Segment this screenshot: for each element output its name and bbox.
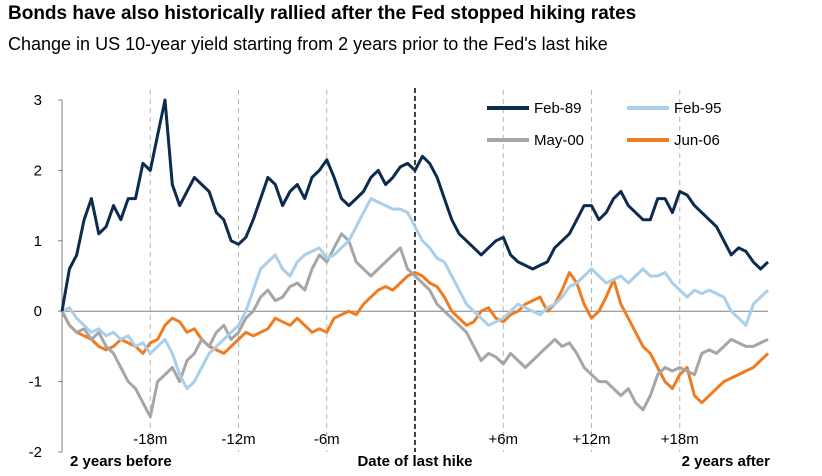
series-line-feb-89	[60, 98, 770, 312]
legend-label: May-00	[534, 132, 584, 149]
y-tick-label: 2	[34, 162, 42, 179]
chart-title: Bonds have also historically rallied aft…	[8, 3, 637, 24]
x-tick-label: +6m	[488, 431, 518, 448]
y-tick-label: 1	[34, 233, 42, 250]
series-layer	[60, 98, 770, 419]
x-tick-label: +12m	[573, 431, 611, 448]
x-period-label: 2 years before	[70, 453, 172, 470]
x-tick-label: -6m	[314, 431, 340, 448]
x-tick-label: -18m	[133, 431, 167, 448]
y-tick-label: -2	[29, 444, 42, 461]
legend-label: Jun-06	[674, 132, 720, 149]
legend-label: Feb-95	[674, 100, 722, 117]
grid-layer	[149, 88, 681, 452]
series-line-jun-06	[60, 271, 770, 405]
y-tick-label: 3	[34, 92, 42, 109]
series-line-feb-95	[61, 197, 770, 391]
series-line-may-00	[60, 232, 769, 419]
x-tick-label: +18m	[661, 431, 699, 448]
x-tick-label: -12m	[221, 431, 255, 448]
y-tick-label: 0	[34, 303, 42, 320]
x-period-label: 2 years after	[682, 453, 771, 470]
legend-label: Feb-89	[534, 100, 582, 117]
x-period-label: Date of last hike	[357, 453, 472, 470]
legend: Feb-89 Feb-95 May-00 Jun-06	[487, 100, 722, 149]
axis-layer: 3 2 1 0 -1 -2 -18m -12m -6m +6m +12m +18m 2 years be…	[29, 92, 770, 470]
chart-subtitle: Change in US 10-year yield starting from…	[8, 34, 608, 54]
y-tick-label: -1	[29, 374, 42, 391]
